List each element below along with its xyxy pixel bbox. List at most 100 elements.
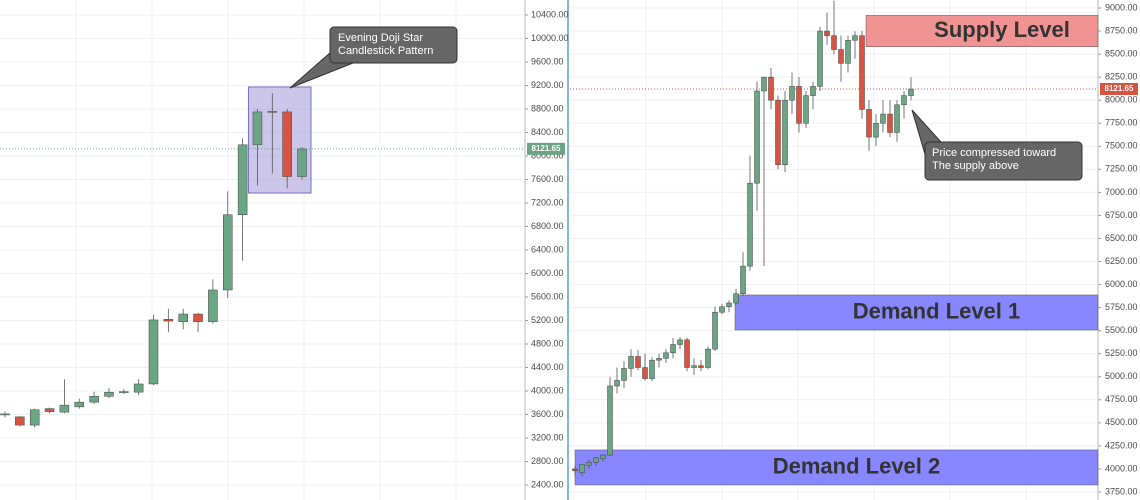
candle-body (803, 95, 809, 124)
y-tick-label: 8000.00 (1105, 95, 1138, 105)
candle-body (747, 182, 753, 267)
candle-body (775, 99, 781, 165)
y-tick-label: 8400.00 (531, 127, 564, 137)
candle-body (133, 383, 144, 393)
y-tick-label: 5750.00 (1105, 302, 1138, 312)
callout-box (329, 26, 458, 64)
y-tick-label: 8500.00 (1105, 48, 1138, 58)
candle-body (0, 413, 10, 416)
y-tick-label: 5000.00 (1105, 371, 1138, 381)
candle-body (866, 109, 872, 138)
candle-body (59, 404, 70, 413)
y-tick-label: 7000.00 (1105, 187, 1138, 197)
y-tick-label: 4000.00 (1105, 463, 1138, 473)
candle-body (237, 144, 248, 215)
candle-body (178, 313, 188, 322)
y-tick-label: 8800.00 (531, 103, 564, 113)
y-tick-label: 4250.00 (1105, 440, 1138, 450)
zone-label: Demand Level 1 (853, 298, 1021, 323)
candle-body (789, 86, 795, 101)
y-tick-label: 3750.00 (1105, 486, 1138, 496)
candle-body (698, 365, 704, 368)
candle-body (817, 30, 823, 87)
y-tick-label: 10000.00 (531, 33, 569, 43)
candle-body (691, 365, 697, 368)
y-tick-label: 7250.00 (1105, 164, 1138, 174)
y-tick-label: 5500.00 (1105, 325, 1138, 335)
candle-body (656, 358, 662, 361)
candle-body (614, 380, 620, 387)
candle-body (719, 306, 725, 313)
candle-body (733, 293, 739, 304)
annotation-text: Evening Doji Star (338, 32, 423, 44)
y-tick-label: 3200.00 (531, 432, 564, 442)
candle-body (104, 391, 114, 397)
y-tick-label: 6000.00 (1105, 279, 1138, 289)
y-tick-label: 6000.00 (531, 268, 564, 278)
candle-body (705, 348, 711, 368)
y-tick-label: 2400.00 (531, 479, 564, 489)
candle-body (572, 468, 578, 472)
y-tick-label: 3600.00 (531, 409, 564, 419)
candle-body (642, 367, 648, 379)
y-tick-label: 7750.00 (1105, 118, 1138, 128)
candle-body (267, 111, 278, 113)
zone (734, 294, 1099, 331)
zone (865, 15, 1099, 47)
candle-body (252, 111, 263, 146)
candle-body (593, 457, 599, 463)
candle-body (163, 319, 174, 322)
candle-body (852, 35, 858, 41)
candle-body (845, 40, 851, 64)
annotation-text: Candlestick Pattern (338, 45, 433, 57)
last-price-box (1100, 82, 1138, 95)
candle-body (754, 90, 760, 184)
candle-body (712, 311, 718, 350)
candle-body (880, 113, 886, 124)
candle-body (684, 339, 690, 368)
y-tick-label: 5250.00 (1105, 348, 1138, 358)
candle-body (873, 122, 879, 138)
candle-body (677, 339, 683, 345)
candle-body (761, 76, 767, 92)
candle-body (768, 76, 774, 101)
y-tick-label: 2800.00 (531, 456, 564, 466)
candle-body (119, 391, 129, 393)
candle-body (670, 344, 676, 354)
candle-body (824, 30, 830, 36)
last-price-label: 8121.65 (1105, 84, 1134, 93)
candle-body (831, 35, 837, 50)
last-price-label: 8121.65 (532, 144, 561, 153)
candle-body (208, 289, 218, 322)
candle-body (89, 396, 99, 403)
candle-body (193, 313, 203, 322)
candle-body (782, 99, 788, 165)
annotation-text: The supply above (932, 160, 1019, 172)
candle-body (628, 356, 634, 369)
candle-body (579, 464, 585, 473)
candle-body (635, 356, 641, 368)
candle-body (148, 319, 159, 385)
candle-body (810, 86, 816, 96)
y-tick-label: 4750.00 (1105, 394, 1138, 404)
y-tick-label: 9200.00 (531, 80, 564, 90)
candle-body (887, 113, 893, 133)
candle-body (649, 359, 655, 379)
candle-body (796, 86, 802, 124)
y-tick-label: 9600.00 (531, 56, 564, 66)
y-tick-label: 10400.00 (531, 9, 569, 19)
candle-body (740, 265, 746, 295)
candle-body (297, 148, 307, 177)
annotation-text: Price compressed toward (932, 147, 1056, 159)
y-tick-label: 7500.00 (1105, 141, 1138, 151)
candle-body (908, 88, 914, 96)
candle-body (74, 401, 84, 408)
y-tick-label: 4500.00 (1105, 417, 1138, 427)
candle-body (44, 408, 55, 412)
y-tick-label: 4000.00 (531, 385, 564, 395)
y-tick-label: 4800.00 (531, 338, 564, 348)
candle-body (621, 368, 627, 381)
zone-label: Supply Level (934, 17, 1070, 42)
y-tick-label: 4400.00 (531, 362, 564, 372)
